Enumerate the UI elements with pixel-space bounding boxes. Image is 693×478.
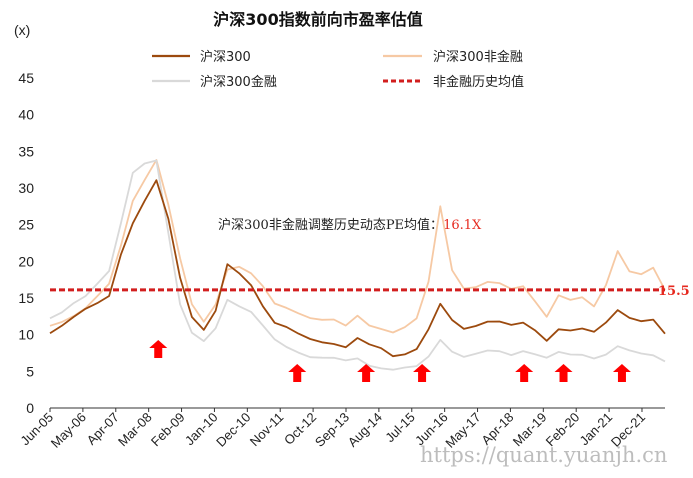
legend-label-hs300: 沪深300	[200, 49, 251, 65]
up-arrow-icon	[413, 364, 432, 382]
x-tick-label: May-06	[48, 410, 89, 451]
y-tick-label: 45	[18, 70, 34, 86]
series-line-0	[49, 179, 666, 358]
series-line-1	[49, 159, 666, 334]
y-tick-label: 35	[18, 143, 34, 159]
x-tick-label: Apr-07	[84, 410, 122, 448]
y-tick-label: 40	[18, 107, 34, 123]
y-tick-label: 30	[18, 180, 34, 196]
up-arrow-icon	[554, 364, 573, 382]
arrow-markers	[149, 340, 631, 382]
up-arrow-icon	[357, 364, 376, 382]
legend-label-fin: 沪深300金融	[200, 74, 277, 90]
y-tick-label: 0	[26, 400, 34, 416]
x-tick-label: Aug-14	[345, 410, 385, 450]
x-tick-label: Mar-08	[115, 410, 155, 450]
legend-label-mean: 非金融历史均值	[433, 74, 524, 90]
watermark: https://quant.yuanjh.cn	[420, 443, 667, 467]
y-tick-label: 5	[26, 363, 34, 379]
x-tick-label: Nov-11	[247, 410, 287, 450]
up-arrow-icon	[149, 340, 168, 358]
y-tick-label: 20	[18, 253, 34, 269]
pe-mean-note: 沪深300非金融调整历史动态PE均值：16.1X	[218, 217, 482, 233]
series-group	[49, 159, 666, 371]
series-line-2	[49, 159, 666, 371]
chart-title: 沪深300指数前向市盈率估值	[213, 10, 422, 29]
legend-label-nonfin: 沪深300非金融	[433, 49, 523, 65]
x-tick-label: Dec-10	[213, 410, 253, 450]
y-tick-label: 25	[18, 217, 34, 233]
x-tick-label: Apr-18	[478, 410, 516, 448]
y-tick-label: 10	[18, 327, 34, 343]
y-axis-unit: (x)	[14, 22, 30, 38]
pe-mean-note-value: 16.1X	[443, 218, 482, 233]
y-tick-label: 15	[18, 290, 34, 306]
x-tick-label: Jan-10	[182, 410, 221, 449]
legend: 沪深300 沪深300非金融 沪深300金融 非金融历史均值	[152, 49, 524, 90]
y-axis: 0 5 10 15 20 25 30 35 40 45	[18, 70, 34, 416]
up-arrow-icon	[288, 364, 307, 382]
x-tick-label: Jul-15	[382, 410, 418, 446]
up-arrow-icon	[612, 364, 631, 382]
x-tick-label: Feb-09	[148, 410, 188, 450]
x-tick-label: Sep-13	[312, 410, 352, 450]
up-arrow-icon	[515, 364, 534, 382]
end-value-label: 15.5	[658, 284, 690, 299]
